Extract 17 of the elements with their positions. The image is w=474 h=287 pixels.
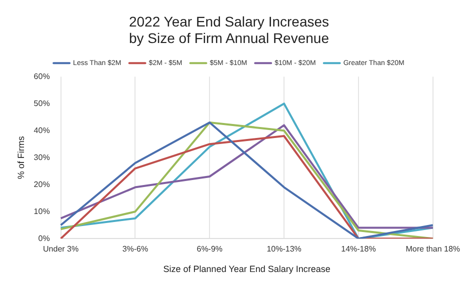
y-tick-label: 10% <box>34 206 50 216</box>
y-tick-label: 20% <box>34 180 50 189</box>
x-tick-label: More than 18% <box>406 244 460 254</box>
x-tick-label: 6%-9% <box>196 244 223 254</box>
y-tick-label: 60% <box>34 72 50 81</box>
x-tick-label: 3%-6% <box>122 244 148 254</box>
x-axis-title: Size of Planned Year End Salary Increase <box>163 264 330 274</box>
y-tick-label: 30% <box>34 152 50 162</box>
y-tick-label: 40% <box>34 126 50 135</box>
y-axis-title: % of Firms <box>16 136 26 180</box>
x-tick-label: 14%-18% <box>341 244 376 254</box>
x-tick-label: 10%-13% <box>266 244 302 254</box>
text: by Size of Firm Annual Revenue <box>129 30 329 46</box>
x-tick-label: Under 3% <box>43 244 79 254</box>
y-tick-label: 50% <box>34 98 50 108</box>
y-tick-label: 0% <box>38 234 50 243</box>
text: 2022 Year End Salary Increases <box>128 13 330 30</box>
